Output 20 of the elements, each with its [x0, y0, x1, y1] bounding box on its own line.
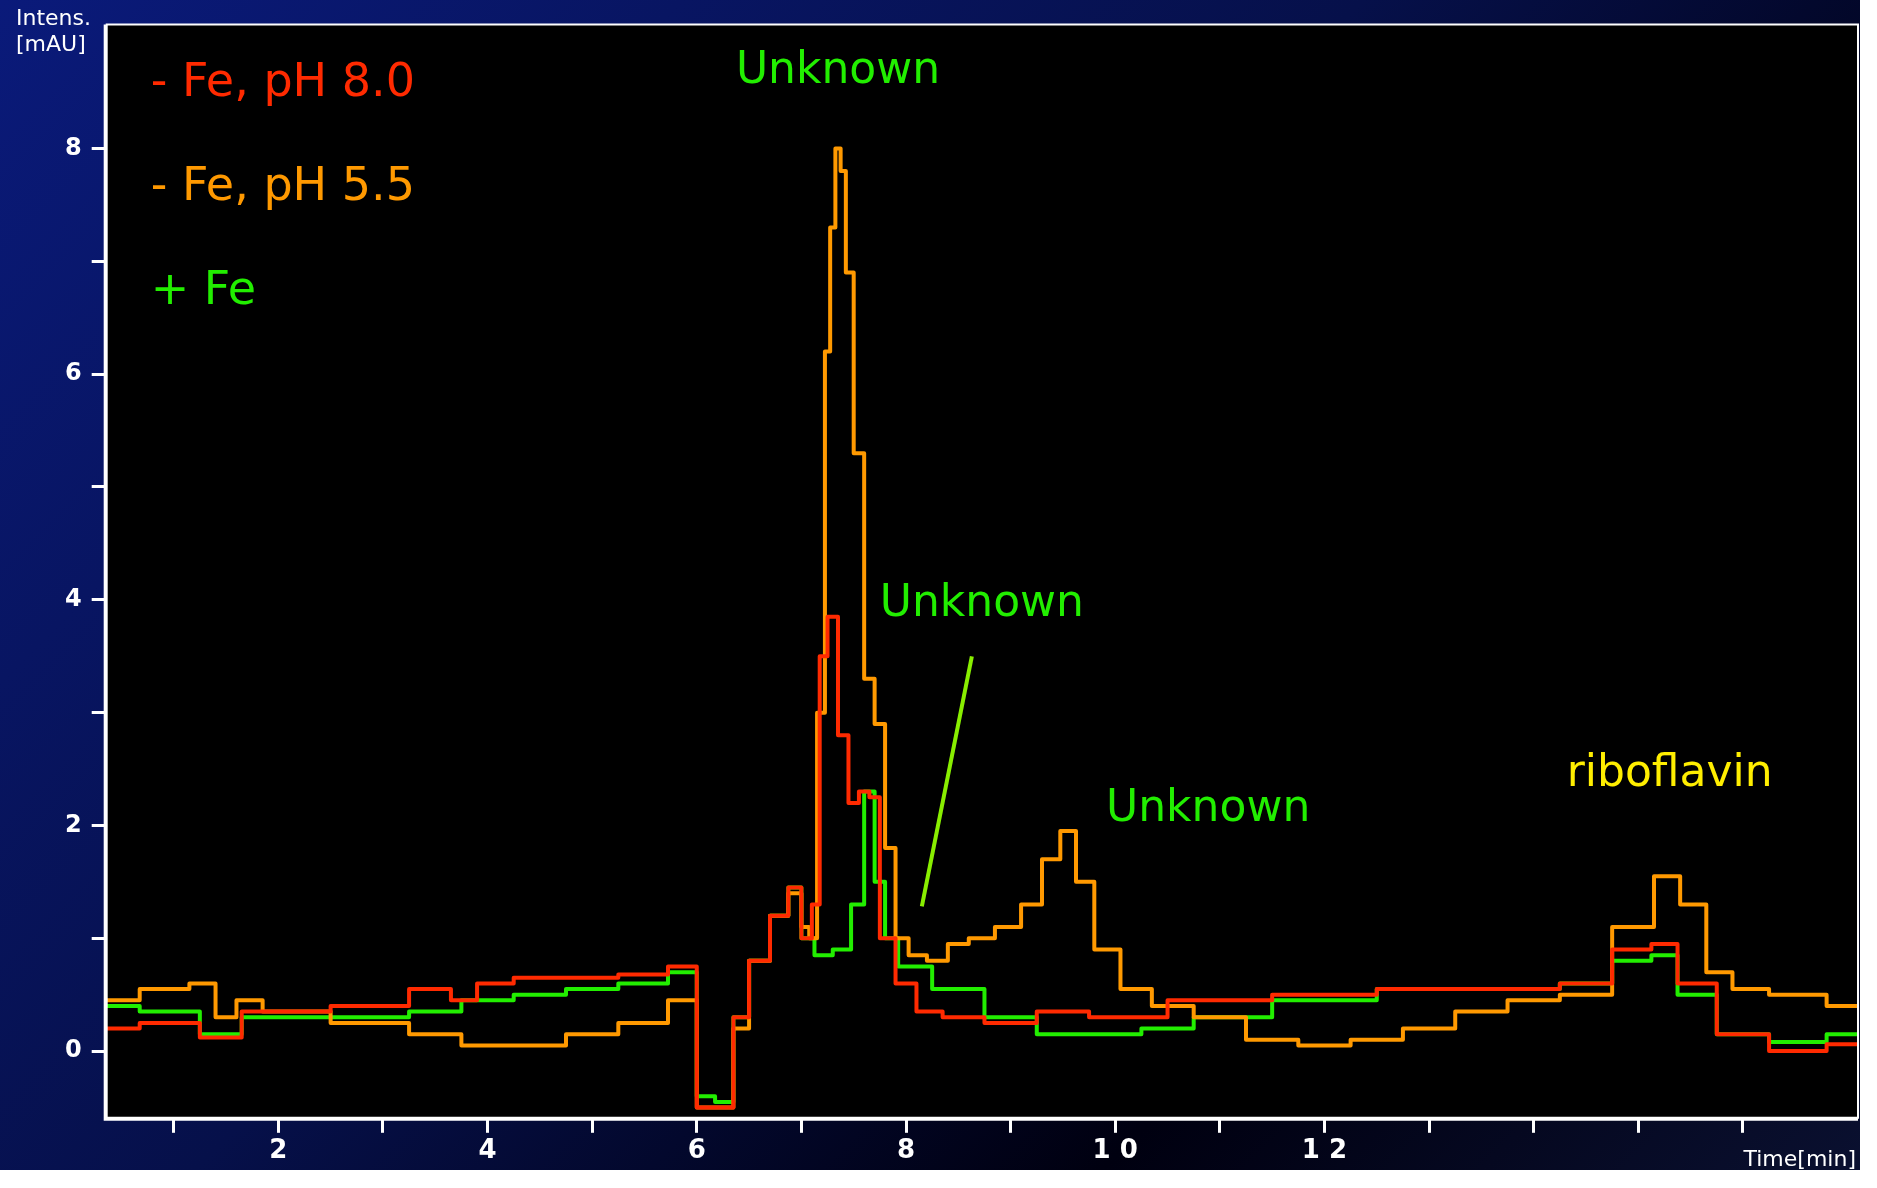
x-tick-label: 6 [687, 1134, 706, 1165]
y-tick-label: 6 [65, 358, 82, 387]
x-tick-label: 1 2 [1301, 1134, 1348, 1165]
annotation: Unknown [1106, 779, 1311, 831]
text: + Fe [150, 261, 257, 316]
x-tick-label: 1 0 [1092, 1134, 1138, 1165]
y-tick-label: 2 [65, 809, 82, 838]
x-tick-label: 8 [896, 1134, 916, 1165]
y-tick-label: 0 [65, 1035, 82, 1064]
annotation: Unknown [735, 41, 941, 93]
text: - Fe, pH 8.0 [150, 53, 415, 108]
annotation: riboflavin [1566, 744, 1773, 796]
y-axis-title: Intens. [mAU] [16, 4, 91, 56]
annotation: Unknown [879, 574, 1084, 626]
x-tick-label: 2 [269, 1134, 288, 1165]
x-axis-title: Time[min] [1742, 1145, 1856, 1171]
y-tick-label: 8 [65, 132, 82, 161]
x-tick-label: 4 [478, 1134, 497, 1165]
y-tick-label: 4 [65, 584, 82, 613]
text: - Fe, pH 5.5 [150, 157, 415, 212]
